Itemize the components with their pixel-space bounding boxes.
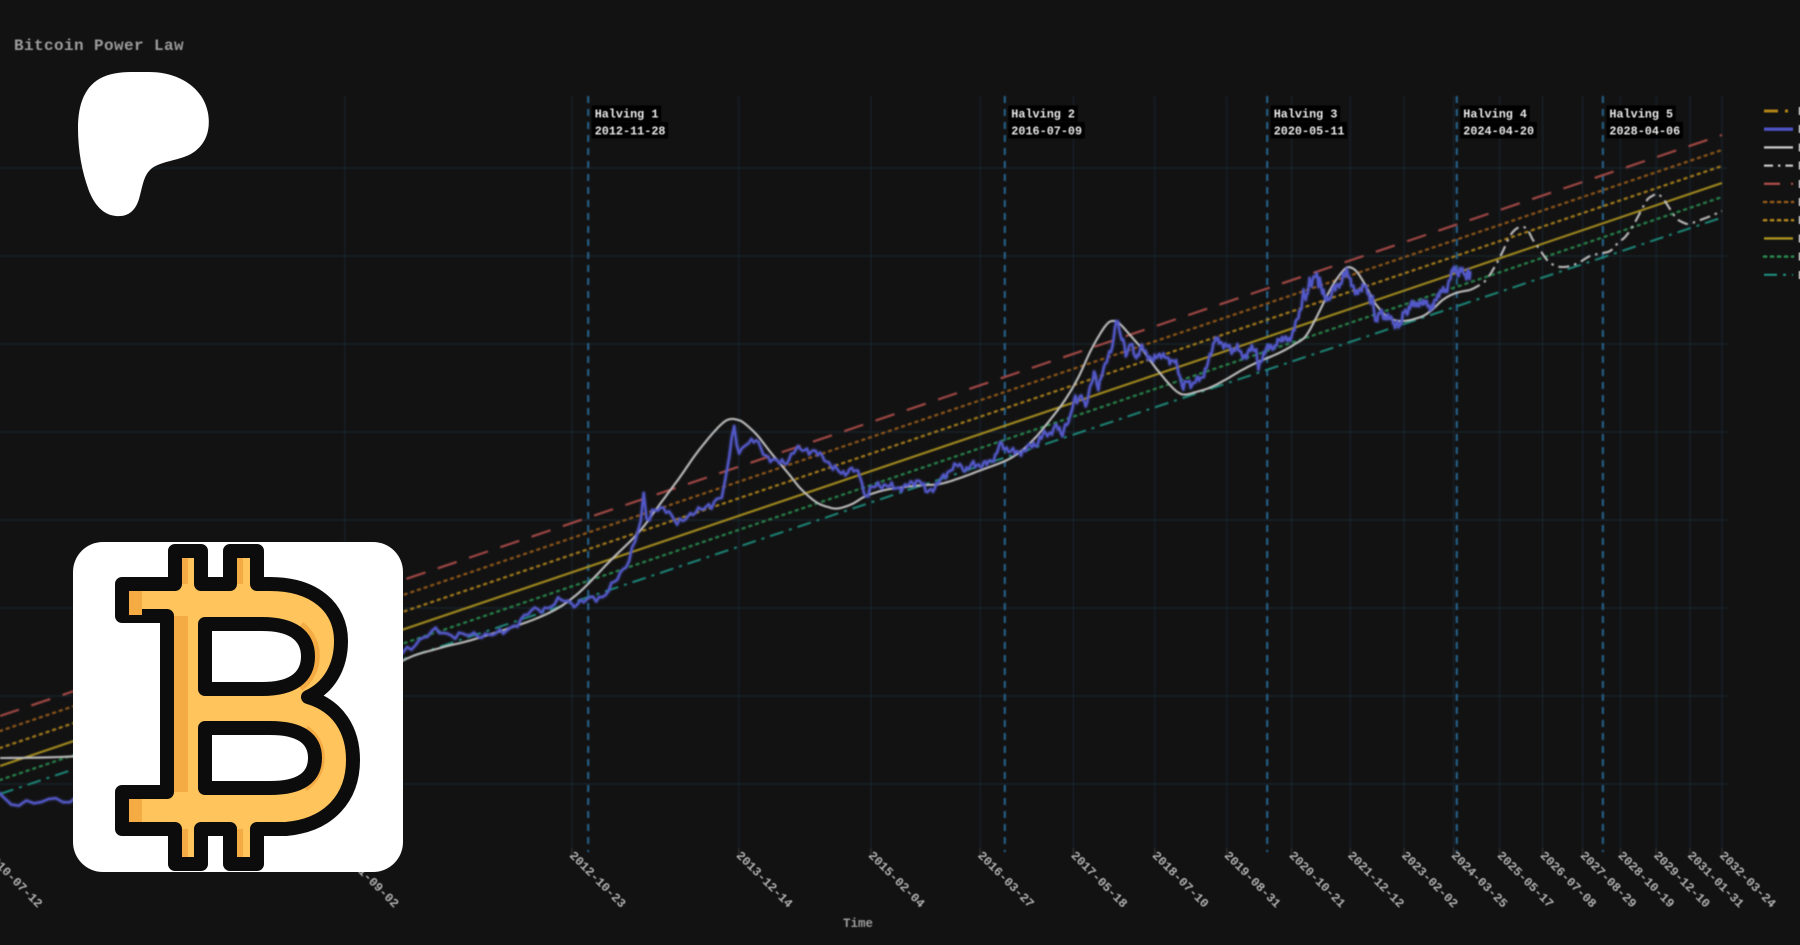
svg-text:B: B — [1798, 269, 1800, 283]
svg-text:B: B — [1798, 123, 1800, 137]
svg-text:Halving 5: Halving 5 — [1609, 108, 1673, 122]
svg-text:B: B — [1798, 251, 1800, 265]
svg-text:Halving 1: Halving 1 — [595, 108, 659, 122]
svg-text:Halving 2: Halving 2 — [1011, 108, 1075, 122]
svg-text:2024-04-20: 2024-04-20 — [1463, 125, 1534, 139]
svg-text:B: B — [1798, 196, 1800, 210]
svg-text:B: B — [1798, 160, 1800, 174]
svg-text:2020-05-11: 2020-05-11 — [1274, 125, 1345, 139]
svg-text:2016-07-09: 2016-07-09 — [1011, 125, 1082, 139]
svg-text:Halving 3: Halving 3 — [1274, 108, 1338, 122]
svg-text:Time: Time — [843, 917, 873, 931]
svg-text:Halving 4: Halving 4 — [1463, 108, 1527, 122]
svg-text:B: B — [1798, 232, 1800, 246]
svg-text:Bitcoin Power Law: Bitcoin Power Law — [14, 37, 184, 55]
svg-text:B: B — [1798, 105, 1800, 119]
svg-text:B: B — [1798, 214, 1800, 228]
svg-text:B: B — [1798, 141, 1800, 155]
svg-text:2012-11-28: 2012-11-28 — [595, 125, 666, 139]
svg-text:B: B — [1798, 178, 1800, 192]
svg-text:2028-04-06: 2028-04-06 — [1609, 125, 1680, 139]
